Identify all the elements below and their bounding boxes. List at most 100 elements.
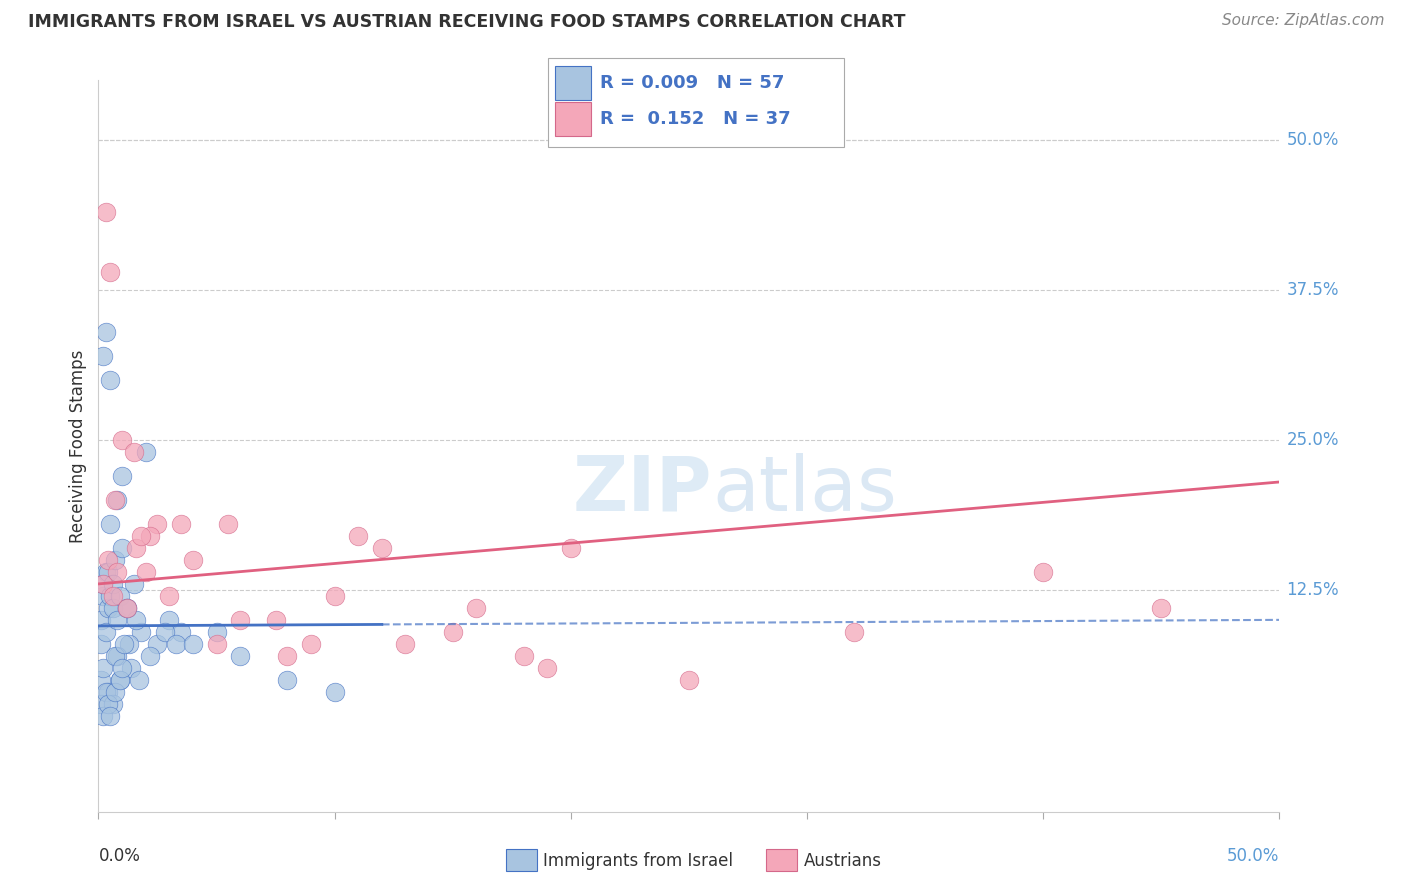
Text: atlas: atlas	[713, 453, 897, 527]
Point	[276, 673, 298, 687]
Point	[91, 577, 114, 591]
Point	[105, 613, 128, 627]
Point	[108, 673, 131, 687]
Point	[371, 541, 394, 555]
Point	[276, 648, 298, 663]
Point	[121, 661, 143, 675]
Point	[118, 637, 141, 651]
Point	[205, 624, 228, 639]
Point	[94, 325, 117, 339]
Point	[229, 648, 252, 663]
Text: R =  0.152   N = 37: R = 0.152 N = 37	[600, 110, 792, 128]
Point	[157, 613, 180, 627]
Point	[181, 553, 204, 567]
Point	[104, 685, 127, 699]
Point	[97, 553, 120, 567]
Point	[536, 661, 558, 675]
Point	[101, 697, 124, 711]
Point	[91, 661, 114, 675]
Point	[111, 661, 134, 675]
Text: 12.5%: 12.5%	[1286, 581, 1339, 599]
Point	[90, 697, 112, 711]
Point	[105, 492, 128, 507]
Point	[111, 541, 134, 555]
Text: Immigrants from Israel: Immigrants from Israel	[543, 852, 733, 870]
Point	[129, 624, 152, 639]
Text: 50.0%: 50.0%	[1227, 847, 1279, 865]
Text: 25.0%: 25.0%	[1286, 431, 1339, 449]
Point	[101, 600, 124, 615]
Point	[97, 685, 120, 699]
Point	[97, 565, 120, 579]
Text: R = 0.009   N = 57: R = 0.009 N = 57	[600, 74, 785, 92]
Point	[122, 445, 145, 459]
Point	[94, 685, 117, 699]
Point	[441, 624, 464, 639]
Point	[560, 541, 582, 555]
Text: Source: ZipAtlas.com: Source: ZipAtlas.com	[1222, 13, 1385, 29]
Point	[90, 673, 112, 687]
Point	[264, 613, 287, 627]
Point	[146, 637, 169, 651]
Point	[125, 613, 148, 627]
Point	[101, 577, 124, 591]
Point	[170, 516, 193, 531]
Point	[153, 624, 176, 639]
Point	[139, 648, 162, 663]
Point	[229, 613, 252, 627]
Point	[94, 565, 117, 579]
Point	[125, 541, 148, 555]
Text: 0.0%: 0.0%	[98, 847, 141, 865]
Text: ZIP: ZIP	[574, 453, 713, 527]
Point	[94, 624, 117, 639]
Point	[104, 648, 127, 663]
Point	[94, 205, 117, 219]
Point	[91, 589, 114, 603]
Point	[394, 637, 416, 651]
Point	[844, 624, 866, 639]
Point	[139, 529, 162, 543]
Point	[98, 265, 121, 279]
Point	[1032, 565, 1054, 579]
Text: 37.5%: 37.5%	[1286, 281, 1339, 299]
Point	[205, 637, 228, 651]
Point	[108, 589, 131, 603]
Point	[98, 516, 121, 531]
Point	[217, 516, 239, 531]
Point	[115, 600, 138, 615]
Point	[111, 469, 134, 483]
Point	[115, 600, 138, 615]
Point	[347, 529, 370, 543]
Point	[97, 697, 120, 711]
Point	[128, 673, 150, 687]
Point	[108, 673, 131, 687]
Point	[104, 553, 127, 567]
Point	[323, 589, 346, 603]
Point	[98, 373, 121, 387]
Point	[129, 529, 152, 543]
Point	[512, 648, 534, 663]
Point	[299, 637, 322, 651]
Point	[105, 565, 128, 579]
Point	[91, 577, 114, 591]
Point	[90, 613, 112, 627]
Point	[465, 600, 488, 615]
Point	[135, 445, 157, 459]
Point	[91, 349, 114, 363]
Point	[104, 492, 127, 507]
Point	[90, 637, 112, 651]
Point	[97, 600, 120, 615]
Point	[678, 673, 700, 687]
Point	[98, 708, 121, 723]
Point	[135, 565, 157, 579]
Y-axis label: Receiving Food Stamps: Receiving Food Stamps	[69, 350, 87, 542]
Point	[181, 637, 204, 651]
Point	[91, 708, 114, 723]
Point	[122, 577, 145, 591]
Text: IMMIGRANTS FROM ISRAEL VS AUSTRIAN RECEIVING FOOD STAMPS CORRELATION CHART: IMMIGRANTS FROM ISRAEL VS AUSTRIAN RECEI…	[28, 13, 905, 31]
Point	[1150, 600, 1173, 615]
Text: 50.0%: 50.0%	[1286, 131, 1339, 149]
Point	[157, 589, 180, 603]
Point	[115, 600, 138, 615]
Point	[105, 648, 128, 663]
